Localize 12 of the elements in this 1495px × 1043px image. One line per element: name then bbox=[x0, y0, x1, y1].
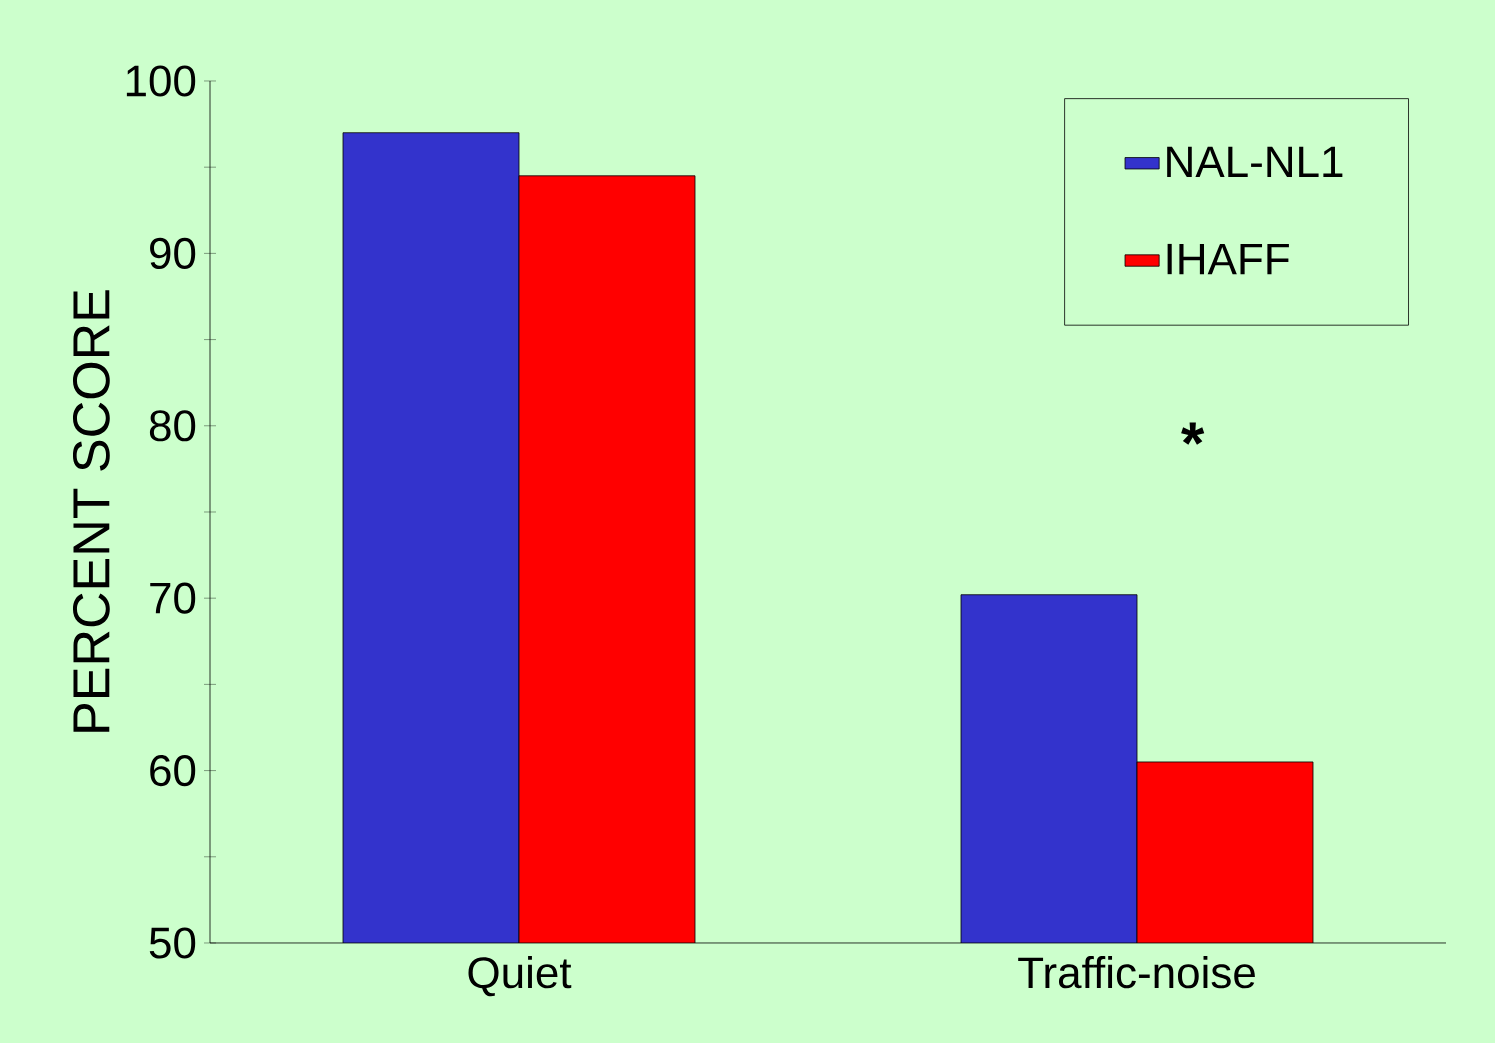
y-tick-label: 90 bbox=[150, 237, 196, 269]
annotation: * bbox=[1181, 422, 1205, 445]
legend-label: NAL-NL1 bbox=[1167, 146, 1343, 177]
y-axis-title: PERCENT SCORE bbox=[72, 290, 110, 732]
y-tick-label: 70 bbox=[150, 582, 196, 614]
y-tick-label: 50 bbox=[149, 927, 196, 959]
legend-label: IHAFF bbox=[1167, 243, 1289, 275]
y-tick-label: 80 bbox=[149, 410, 196, 442]
x-tick-label: Traffic-noise bbox=[1018, 956, 1255, 989]
y-tick-label: 60 bbox=[150, 754, 196, 787]
y-tick-label: 100 bbox=[126, 65, 196, 97]
x-tick-label: Quiet bbox=[468, 956, 572, 997]
